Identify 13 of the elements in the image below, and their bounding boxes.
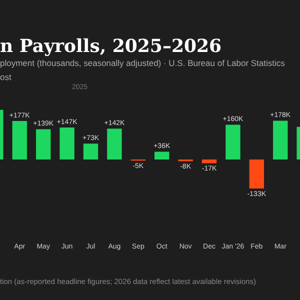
bar [60,128,74,160]
bar [36,129,51,160]
bar [12,121,27,160]
bar [226,124,240,160]
bar [273,120,288,160]
chart-title: n Payrolls, 2025–2026 [0,36,222,57]
bar [107,128,122,160]
bar [202,160,217,164]
chart-subtitle: ployment (thousands, seasonally adjusted) · U.S. Bureau of Labor Statistics [0,58,285,68]
bar [249,160,264,188]
bar [154,152,170,160]
text: ost [0,72,12,82]
bar [83,144,98,160]
